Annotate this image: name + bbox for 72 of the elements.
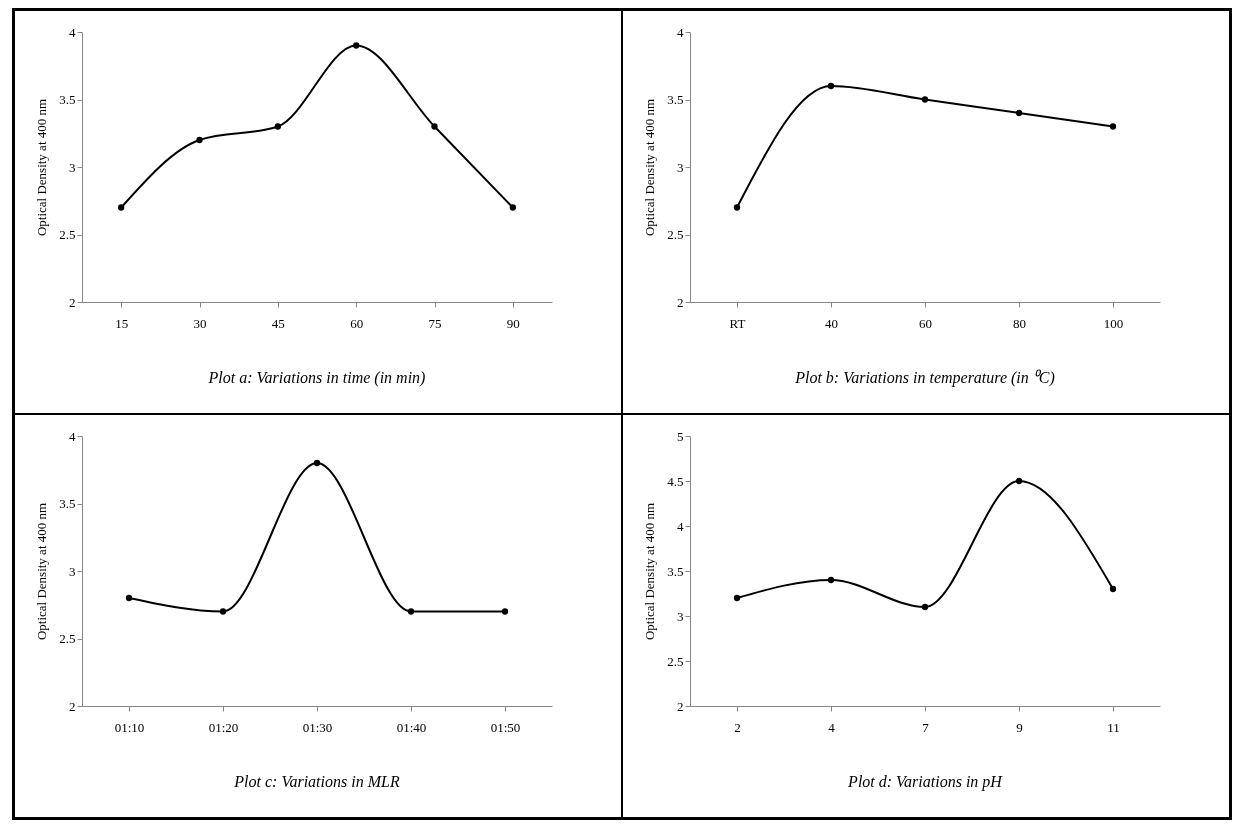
- point: [1109, 123, 1117, 130]
- point: [118, 204, 125, 211]
- x-tick-label: 9: [1016, 719, 1023, 735]
- y-tick-label: 3.5: [667, 92, 684, 107]
- x-tick-label: 60: [350, 315, 364, 331]
- x-tick-label: 2: [734, 719, 741, 735]
- x-tick-label: 7: [922, 719, 930, 735]
- x-tick-label: 90: [506, 315, 520, 331]
- y-tick-label: 5: [677, 428, 684, 444]
- x-tick-label: 45: [271, 315, 285, 331]
- point: [921, 96, 929, 103]
- x-tick-label: 60: [919, 315, 932, 331]
- x-tick-label: 15: [115, 315, 129, 331]
- y-tick-label: 3: [677, 608, 684, 624]
- x-tick-label: 40: [825, 315, 838, 331]
- x-tick-label: 80: [1013, 315, 1026, 331]
- y-axis-title: Optical Density at 400 nm: [642, 98, 658, 237]
- point: [1015, 477, 1023, 485]
- y-tick-label: 3: [69, 159, 76, 175]
- text: Plot a: Variations in time (in min): [207, 369, 426, 387]
- y-tick-label: 2.5: [667, 653, 684, 669]
- text: Plot c: Variations in MLR: [233, 773, 400, 790]
- x-tick-label: 100: [1103, 315, 1124, 331]
- text: Plot d: Variations in pH: [847, 773, 1004, 791]
- y-axis-title: Optical Density at 400 nm: [34, 502, 50, 641]
- point: [733, 594, 741, 602]
- y-axis-title: Optical Density at 400 nm: [34, 98, 50, 237]
- x-tick-label: 01:30: [302, 719, 333, 735]
- x-tick-label: 01:20: [208, 719, 239, 735]
- point: [827, 576, 835, 584]
- point: [1015, 109, 1023, 117]
- y-tick-label: 4: [69, 24, 76, 40]
- y-tick-label: 2: [677, 698, 684, 714]
- point: [921, 603, 929, 611]
- point: [313, 459, 321, 467]
- x-tick-label: 4: [828, 719, 836, 735]
- point: [1109, 585, 1117, 593]
- x-tick-label: 01:50: [490, 719, 521, 735]
- y-tick-label: 3: [69, 563, 76, 579]
- y-tick-label: 2.5: [59, 227, 76, 242]
- point: [509, 204, 516, 211]
- x-tick-label: 30: [193, 315, 207, 331]
- point: [733, 204, 741, 211]
- point: [196, 136, 203, 144]
- point: [353, 42, 360, 49]
- y-tick-label: 2: [677, 294, 684, 310]
- y-tick-label: 3.5: [59, 496, 76, 511]
- y-tick-label: 2: [69, 698, 76, 714]
- point: [431, 123, 438, 130]
- y-tick-label: 4: [69, 428, 76, 444]
- point: [125, 594, 133, 602]
- y-tick-label: 2: [69, 294, 76, 310]
- y-tick-label: 3: [677, 159, 684, 175]
- y-tick-label: 3.5: [59, 92, 76, 107]
- x-tick-label: 75: [428, 315, 442, 331]
- y-tick-label: 2.5: [667, 227, 684, 242]
- y-tick-label: 2.5: [59, 631, 76, 646]
- y-tick-label: 4: [677, 518, 684, 534]
- x-tick-label: 11: [1107, 719, 1120, 735]
- x-tick-label: RT: [729, 315, 746, 331]
- y-tick-label: 3.5: [667, 563, 684, 579]
- point: [219, 608, 227, 615]
- point: [501, 608, 509, 615]
- x-tick-label: 01:40: [396, 719, 427, 735]
- point: [827, 82, 835, 90]
- point: [407, 608, 415, 615]
- y-axis-title: Optical Density at 400 nm: [642, 502, 658, 641]
- text: Plot b: Variations in temperature (in ⁰C): [794, 369, 1055, 387]
- y-tick-label: 4: [677, 24, 684, 40]
- x-tick-label: 01:10: [114, 719, 145, 735]
- point: [274, 123, 281, 130]
- y-tick-label: 4.5: [667, 473, 684, 489]
